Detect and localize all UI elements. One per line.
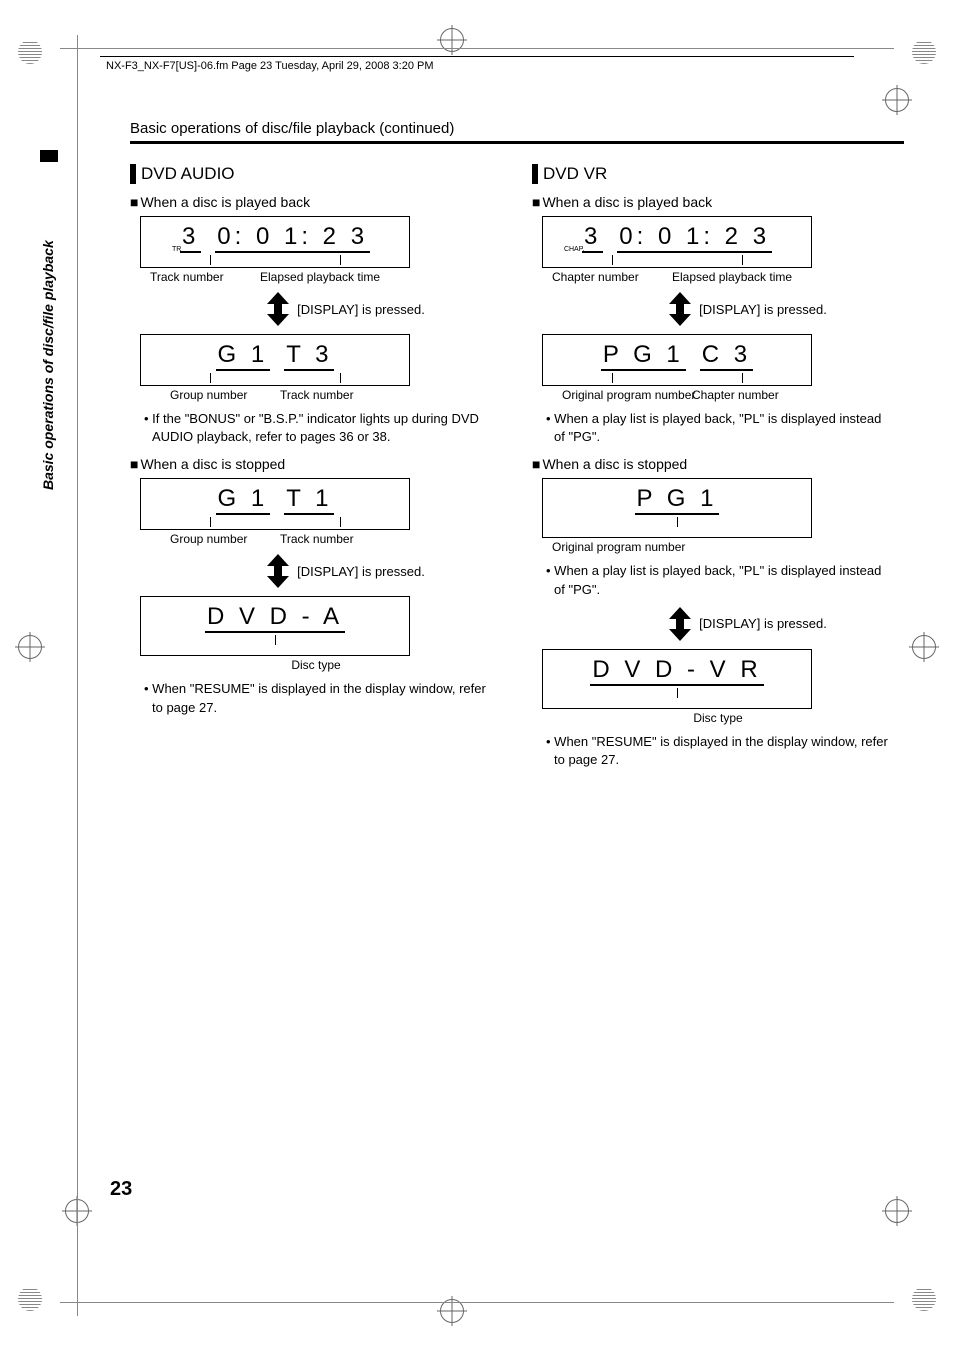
side-tab-marker bbox=[40, 150, 58, 162]
double-arrow-icon bbox=[669, 292, 691, 326]
dispr4-label-row: Disc type bbox=[532, 711, 904, 725]
header-file-info: NX-F3_NX-F7[US]-06.fm Page 23 Tuesday, A… bbox=[106, 60, 434, 72]
heading-text-r: DVD VR bbox=[543, 164, 607, 184]
display-1: TR3 0: 0 1: 2 3 bbox=[140, 216, 410, 268]
lbl-elapsed: Elapsed playback time bbox=[260, 270, 380, 284]
dispr4: D V D - V R bbox=[590, 656, 763, 686]
note-pl2: When a play list is played back, "PL" is… bbox=[546, 562, 894, 598]
header-rule bbox=[100, 56, 854, 57]
lbl-group: Group number bbox=[170, 388, 280, 402]
display-2: G 1 T 3 bbox=[140, 334, 410, 386]
dispr1-b: 0: 0 1: 2 3 bbox=[617, 223, 772, 253]
head-bar-icon bbox=[532, 164, 538, 184]
lbl-elapsed-r: Elapsed playback time bbox=[672, 270, 792, 284]
reg-tr-inner bbox=[885, 88, 909, 112]
display-4: D V D - A bbox=[140, 596, 410, 656]
disp2-b: T 3 bbox=[284, 341, 334, 371]
heading-dvd-audio: DVD AUDIO bbox=[130, 164, 502, 184]
tiny-tr: TR bbox=[172, 246, 181, 253]
reg-hatch-br bbox=[912, 1287, 936, 1311]
heading-dvd-vr: DVD VR bbox=[532, 164, 904, 184]
title-rule bbox=[130, 141, 904, 144]
reg-hatch-tl bbox=[18, 40, 42, 64]
disp2-a: G 1 bbox=[216, 341, 271, 371]
lbl-disctype: Disc type bbox=[291, 658, 340, 672]
disp4-label-row: Disc type bbox=[130, 658, 502, 672]
pressed-2: [DISPLAY] is pressed. bbox=[297, 564, 425, 579]
dispr1-labels: Chapter number Elapsed playback time bbox=[552, 270, 904, 284]
page-title: Basic operations of disc/file playback (… bbox=[130, 120, 904, 137]
col-right: DVD VR When a disc is played back CHAP.3… bbox=[532, 164, 904, 777]
subhead-play-r: When a disc is played back bbox=[532, 194, 904, 210]
guide-top bbox=[60, 48, 894, 49]
reg-hatch-bl bbox=[18, 1287, 42, 1311]
reg-hatch-tr bbox=[912, 40, 936, 64]
reg-mid-l bbox=[18, 635, 42, 659]
display-3: G 1 T 1 bbox=[140, 478, 410, 530]
reg-mid-r bbox=[912, 635, 936, 659]
tiny-chap: CHAP. bbox=[564, 246, 585, 253]
arrow-1: [DISPLAY] is pressed. bbox=[190, 292, 502, 326]
col-left: DVD AUDIO When a disc is played back TR3… bbox=[130, 164, 502, 777]
reg-br-inner bbox=[885, 1199, 909, 1223]
display-r1: CHAP.3 0: 0 1: 2 3 bbox=[542, 216, 812, 268]
arrow-r1: [DISPLAY] is pressed. bbox=[592, 292, 904, 326]
disp1-a: 3 bbox=[182, 223, 199, 250]
side-tab: Basic operations of disc/file playback bbox=[40, 160, 58, 500]
display-r4: D V D - V R bbox=[542, 649, 812, 709]
note-pl1: When a play list is played back, "PL" is… bbox=[546, 410, 894, 446]
lbl-chapnum: Chapter number bbox=[692, 388, 779, 402]
double-arrow-icon bbox=[267, 292, 289, 326]
display-r3: P G 1 bbox=[542, 478, 812, 538]
double-arrow-icon bbox=[267, 554, 289, 588]
lbl-disctype-r: Disc type bbox=[693, 711, 742, 725]
disp1-b: 0: 0 1: 2 3 bbox=[215, 223, 370, 253]
dispr3-label: Original program number bbox=[552, 540, 904, 554]
lbl-track: Track number bbox=[150, 270, 260, 284]
lbl-chapter: Chapter number bbox=[552, 270, 672, 284]
disp2-labels: Group number Track number bbox=[170, 388, 502, 402]
disp3-b: T 1 bbox=[284, 485, 334, 515]
display-r2: P G 1 C 3 bbox=[542, 334, 812, 386]
pressed-1: [DISPLAY] is pressed. bbox=[297, 302, 425, 317]
side-tab-text: Basic operations of disc/file playback bbox=[40, 240, 56, 490]
lbl-origprog: Original program number bbox=[562, 388, 692, 402]
lbl-origprog3: Original program number bbox=[552, 540, 685, 554]
subhead-stop: When a disc is stopped bbox=[130, 456, 502, 472]
lbl-track3: Track number bbox=[280, 532, 354, 546]
dispr1-a: 3 bbox=[584, 223, 601, 250]
disp1-labels: Track number Elapsed playback time bbox=[150, 270, 502, 284]
pressed-r2: [DISPLAY] is pressed. bbox=[699, 616, 827, 631]
guide-left bbox=[77, 35, 78, 1316]
guide-bottom bbox=[60, 1302, 894, 1303]
subhead-play: When a disc is played back bbox=[130, 194, 502, 210]
arrow-r2: [DISPLAY] is pressed. bbox=[592, 607, 904, 641]
disp3-a: G 1 bbox=[216, 485, 271, 515]
dispr2-b: C 3 bbox=[700, 341, 753, 371]
dispr2-a: P G 1 bbox=[601, 341, 686, 371]
page-number: 23 bbox=[110, 1178, 132, 1201]
heading-text: DVD AUDIO bbox=[141, 164, 235, 184]
disp4: D V D - A bbox=[205, 603, 345, 633]
note-bonus: If the "BONUS" or "B.S.P." indicator lig… bbox=[144, 410, 492, 446]
note-resume-r: When "RESUME" is displayed in the displa… bbox=[546, 733, 894, 769]
note-resume-l: When "RESUME" is displayed in the displa… bbox=[144, 680, 492, 716]
head-bar-icon bbox=[130, 164, 136, 184]
disp3-labels: Group number Track number bbox=[170, 532, 502, 546]
lbl-group3: Group number bbox=[170, 532, 280, 546]
double-arrow-icon bbox=[669, 607, 691, 641]
pressed-r1: [DISPLAY] is pressed. bbox=[699, 302, 827, 317]
subhead-stop-r: When a disc is stopped bbox=[532, 456, 904, 472]
dispr3: P G 1 bbox=[635, 485, 720, 515]
lbl-track2: Track number bbox=[280, 388, 354, 402]
arrow-2: [DISPLAY] is pressed. bbox=[190, 554, 502, 588]
dispr2-labels: Original program number Chapter number bbox=[562, 388, 904, 402]
